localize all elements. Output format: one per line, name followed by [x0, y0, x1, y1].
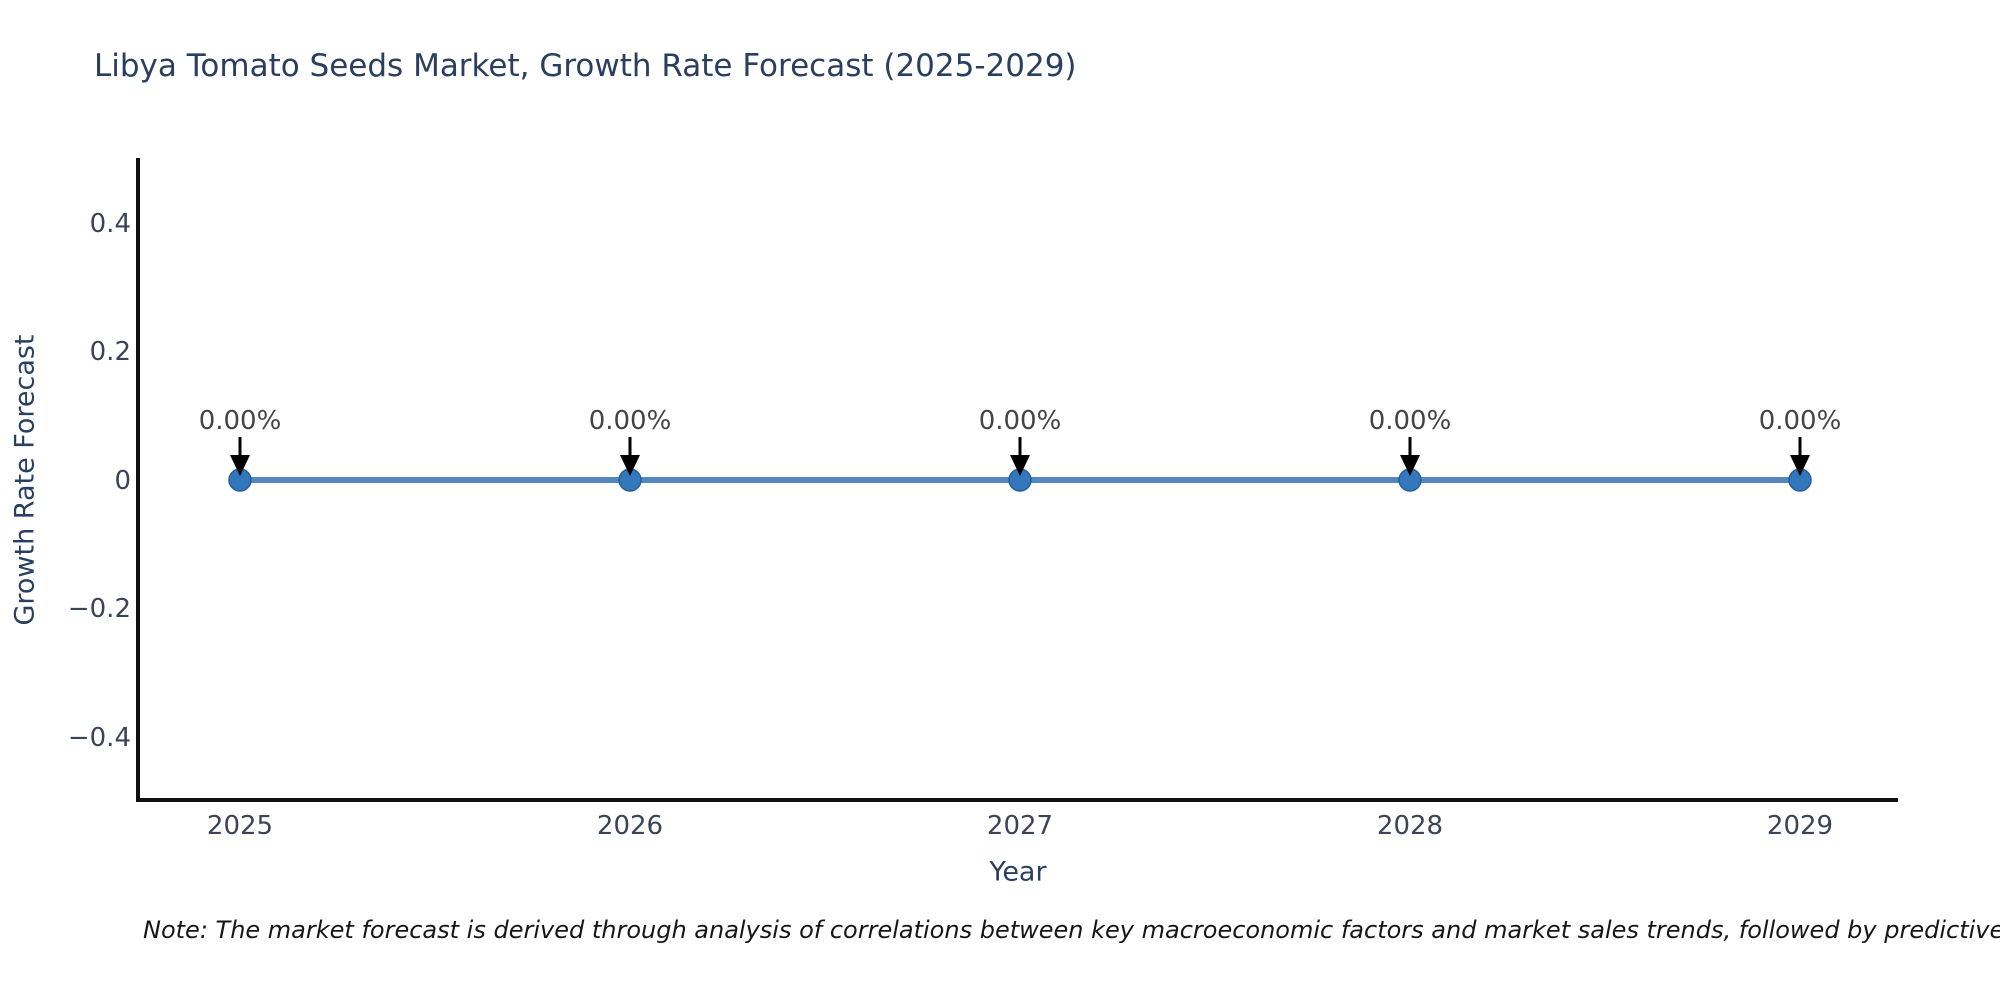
annotation-label: 0.00%	[979, 406, 1062, 436]
x-tick-label-4: 2029	[1767, 811, 1833, 841]
annotation-label: 0.00%	[1369, 406, 1452, 436]
y-tick-label-1: 0.2	[90, 337, 131, 367]
y-tick-label-4: −0.4	[68, 723, 131, 753]
annotation-label: 0.00%	[199, 406, 282, 436]
annotation-arrow	[620, 437, 640, 476]
annotation-arrow	[230, 437, 250, 476]
footnote: Note: The market forecast is derived thr…	[143, 916, 2000, 944]
y-tick-label-3: −0.2	[68, 594, 131, 624]
y-tick-label-2: 0	[114, 466, 131, 496]
annotation-arrow	[1790, 437, 1810, 476]
annotation-arrow	[1400, 437, 1420, 476]
annotation-label: 0.00%	[589, 406, 672, 436]
chart-title: Libya Tomato Seeds Market, Growth Rate F…	[94, 48, 1077, 84]
x-tick-label-3: 2028	[1377, 811, 1443, 841]
annotation-label: 0.00%	[1759, 406, 1842, 436]
x-tick-label-0: 2025	[207, 811, 273, 841]
y-tick-label-0: 0.4	[90, 209, 131, 239]
x-axis-title: Year	[989, 856, 1047, 888]
x-tick-label-1: 2026	[597, 811, 663, 841]
x-tick-label-2: 2027	[987, 811, 1053, 841]
annotation-arrow	[1010, 437, 1030, 476]
